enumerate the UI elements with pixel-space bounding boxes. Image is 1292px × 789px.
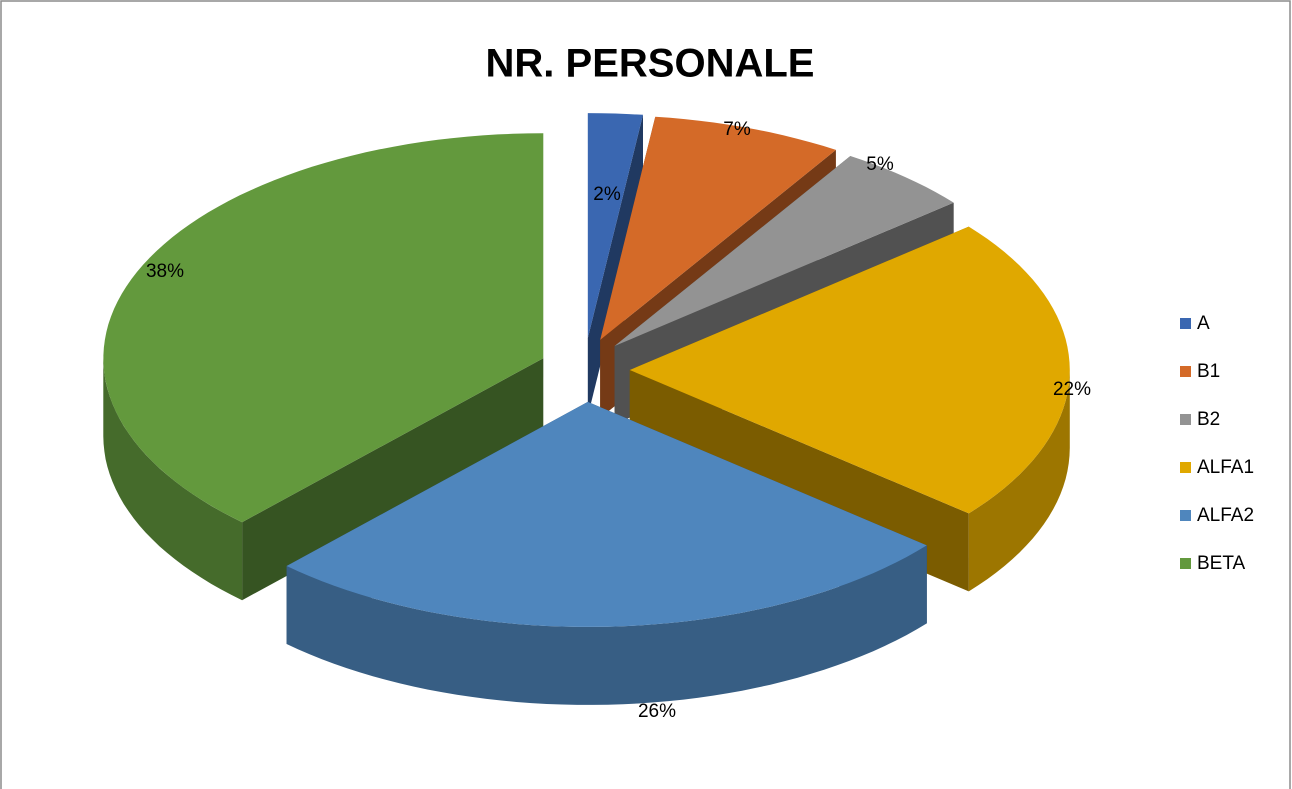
legend-label: B2 (1197, 409, 1220, 430)
legend-swatch (1180, 558, 1191, 569)
slice (629, 226, 1070, 514)
data-label: 5% (866, 154, 894, 175)
legend-label: B1 (1197, 361, 1220, 382)
slice-wall (968, 370, 1070, 592)
legend-label: A (1197, 313, 1210, 334)
data-label: 26% (638, 701, 676, 722)
slice (614, 156, 954, 346)
slice (587, 113, 643, 339)
data-label: 2% (593, 184, 621, 205)
legend-label: ALFA1 (1197, 457, 1254, 478)
legend-swatch (1180, 318, 1191, 329)
slice-wall (103, 358, 243, 601)
legend-label: ALFA2 (1197, 505, 1254, 526)
slice (103, 133, 544, 523)
legend-swatch (1180, 366, 1191, 377)
legend-swatch (1180, 462, 1191, 473)
legend-swatch (1180, 510, 1191, 521)
data-label: 22% (1053, 379, 1091, 400)
slice-side (242, 358, 544, 601)
slice (286, 401, 927, 627)
data-label: 38% (146, 261, 184, 282)
legend-swatch (1180, 414, 1191, 425)
slice-wall (286, 545, 927, 705)
chart-title: NR. PERSONALE (486, 42, 815, 86)
slice (600, 116, 836, 340)
data-label: 7% (723, 119, 751, 140)
legend-label: BETA (1197, 553, 1246, 574)
